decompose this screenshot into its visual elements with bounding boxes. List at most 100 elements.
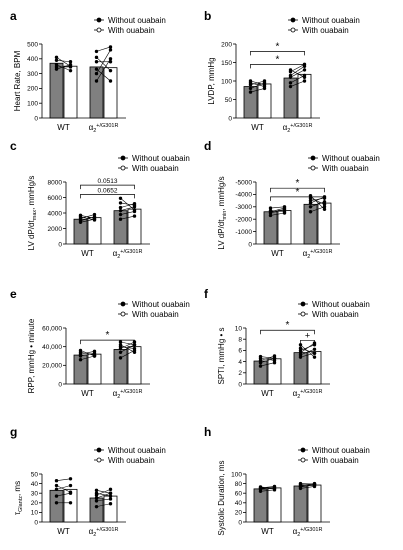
legend-marker — [120, 311, 126, 317]
data-point-with — [68, 501, 73, 505]
bar-with-mut — [127, 346, 142, 385]
data-point-with — [92, 216, 97, 221]
data-point-with — [322, 200, 327, 204]
data-point-without — [94, 491, 99, 495]
pair-line — [310, 197, 325, 205]
group-sub: 2 — [297, 394, 300, 400]
data-point-without — [308, 205, 313, 209]
y-tick-label: 0 — [34, 519, 38, 526]
x-tick-label-wt: WT — [261, 527, 274, 536]
panel-letter: h — [204, 425, 211, 439]
bar-with-wt — [63, 488, 78, 523]
y-tick-label: 40 — [31, 481, 39, 488]
y-label-sub: min — [222, 211, 228, 220]
pair-line — [260, 362, 275, 367]
pair-line — [290, 65, 305, 76]
data-point-without — [54, 58, 59, 62]
data-point-with — [282, 210, 287, 214]
y-tick-label: 20,000 — [42, 363, 62, 370]
group-sup: +/G301R — [96, 123, 118, 129]
pair-line — [310, 197, 325, 201]
bar-with-wt — [277, 210, 292, 245]
y-axis-label: RPP, mmHg • minute — [27, 318, 36, 393]
y-tick-label: 30 — [31, 491, 39, 498]
panel-letter: d — [204, 139, 211, 153]
y-tick-label: 100 — [221, 78, 232, 85]
y-tick-label: 500 — [27, 41, 38, 48]
y-axis-label: τGlantz, ms — [13, 481, 24, 515]
pair-line — [120, 344, 135, 353]
pair-line — [56, 59, 71, 63]
legend-marker — [300, 311, 306, 317]
y-axis-label: LV dP/dtmin, mmHg/s — [217, 176, 228, 249]
data-point-with — [302, 79, 307, 83]
data-point-with — [108, 48, 113, 52]
pair-line — [310, 206, 325, 213]
pair-line — [260, 357, 275, 361]
bar-with-mut — [307, 484, 322, 523]
data-point-without — [54, 67, 59, 71]
y-label-base: τ — [13, 511, 22, 515]
group-sub: 2 — [93, 532, 96, 538]
data-point-without — [94, 60, 99, 64]
y-label-sub: Glantz — [18, 496, 24, 512]
pair-line — [96, 498, 111, 502]
group-sup: +/G301R — [300, 527, 322, 533]
data-point-without — [258, 354, 263, 359]
data-point-without — [308, 210, 313, 214]
x-tick-label-mut: α2+/G301R — [303, 249, 333, 260]
pair-line — [300, 352, 315, 358]
data-point-with — [108, 494, 113, 498]
x-tick-label-mut: α2+/G301R — [113, 389, 143, 400]
legend-label-with: With ouabain — [132, 164, 179, 173]
data-point-with — [322, 202, 327, 207]
y-tick-label: 100 — [27, 101, 38, 108]
pair-line — [56, 64, 71, 70]
pair-line — [96, 492, 111, 497]
legend-marker — [310, 155, 316, 161]
data-point-without — [308, 198, 313, 203]
data-point-without — [118, 212, 123, 217]
legend-label-without: Without ouabain — [108, 446, 166, 455]
panel-letter: f — [204, 287, 209, 301]
y-tick-label: 10 — [31, 510, 39, 517]
y-tick-label: 8000 — [48, 179, 63, 186]
data-point-without — [54, 487, 59, 492]
legend-marker — [96, 457, 102, 463]
significance-bracket — [260, 329, 315, 335]
x-tick-label-wt: WT — [81, 249, 94, 258]
data-point-without — [94, 55, 99, 60]
significance-label: * — [296, 187, 300, 198]
pair-line — [120, 198, 135, 211]
data-point-with — [282, 206, 287, 210]
pair-line — [250, 80, 265, 85]
bar-with-wt — [63, 65, 78, 119]
y-tick-label: 60,000 — [42, 325, 62, 332]
y-axis-label: SPTI, mmHg • s — [217, 327, 226, 384]
y-tick-label: 4000 — [48, 210, 63, 217]
data-point-without — [308, 201, 313, 205]
data-point-without — [118, 201, 123, 205]
data-point-with — [108, 45, 113, 49]
pair-line — [120, 203, 135, 208]
pair-line — [120, 211, 135, 215]
y-tick-label: 200 — [221, 41, 232, 48]
group-sub: 2 — [287, 128, 290, 134]
pair-line — [290, 80, 305, 87]
data-point-without — [288, 84, 293, 89]
pair-line — [300, 344, 315, 351]
y-tick-label: 0 — [58, 381, 62, 388]
data-point-with — [68, 483, 73, 488]
data-point-with — [108, 497, 113, 501]
y-tick-label: 10 — [235, 325, 243, 332]
bar-without-mut — [89, 66, 104, 119]
data-point-without — [118, 350, 123, 354]
x-tick-label-mut: α2+/G301R — [293, 389, 323, 400]
pair-line — [260, 489, 275, 492]
pair-line — [80, 214, 95, 219]
